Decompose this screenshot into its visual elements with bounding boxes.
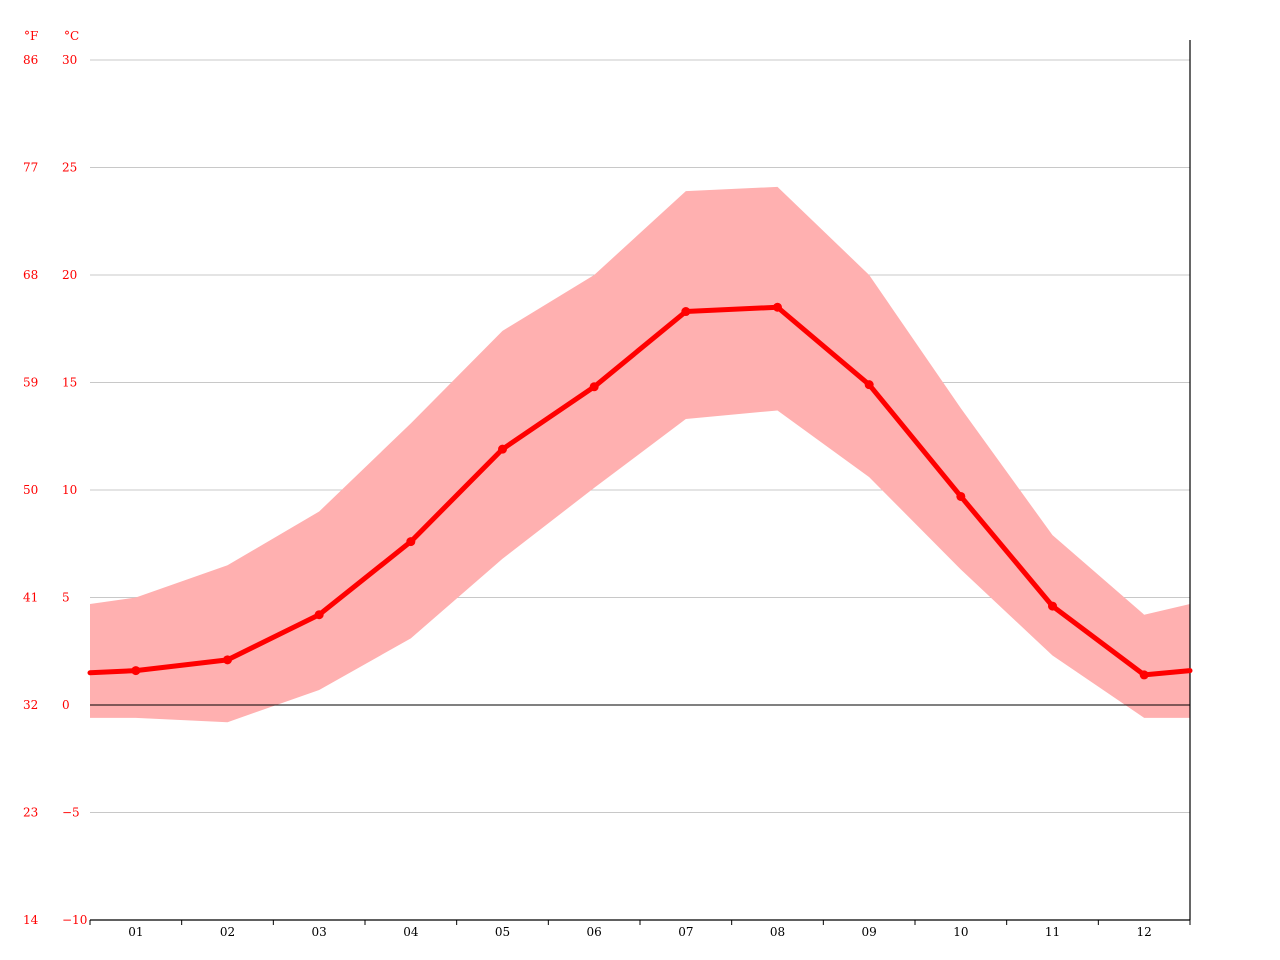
y-tick-label-celsius: 15: [62, 376, 77, 390]
fahrenheit-unit-label: °F: [24, 29, 38, 43]
y-tick-label-celsius: 30: [62, 53, 77, 67]
average-point: [406, 537, 416, 547]
y-tick-label-celsius: 25: [62, 161, 77, 175]
celsius-unit-label: °C: [64, 29, 79, 43]
x-tick-label: 02: [220, 925, 235, 939]
x-tick-label: 04: [403, 925, 419, 939]
x-tick-label: 09: [862, 925, 877, 939]
gridlines: [90, 59, 1190, 921]
average-point: [589, 382, 599, 392]
average-point: [223, 655, 232, 665]
axes: [89, 40, 1191, 925]
x-tick-label: 06: [587, 925, 602, 939]
average-point: [131, 666, 141, 676]
average-point: [498, 444, 507, 454]
y-tick-label-celsius: 20: [62, 268, 77, 282]
axis-labels: °F °C 30862577206815591050541032−523−101…: [23, 29, 1152, 939]
y-tick-label-fahrenheit: 14: [23, 913, 39, 927]
average-line-group: [87, 302, 1193, 680]
average-point: [681, 307, 691, 317]
y-tick-label-celsius: −5: [62, 806, 80, 820]
temperature-range-band-group: [90, 186, 1190, 723]
y-tick-label-celsius: 10: [62, 483, 77, 497]
average-point: [864, 380, 874, 390]
average-temperature-line: [87, 304, 1193, 678]
x-tick-label: 10: [953, 925, 968, 939]
y-tick-label-fahrenheit: 32: [23, 698, 38, 712]
average-point: [956, 491, 966, 501]
y-tick-label-fahrenheit: 23: [23, 806, 38, 820]
y-tick-label-fahrenheit: 86: [23, 53, 38, 67]
y-tick-label-celsius: −10: [62, 913, 87, 927]
x-tick-label: 08: [770, 925, 785, 939]
y-tick-label-celsius: 0: [62, 698, 70, 712]
average-point: [1048, 601, 1057, 611]
x-tick-label: 01: [128, 925, 143, 939]
average-point: [1139, 670, 1149, 680]
average-point: [314, 610, 324, 620]
y-tick-label-celsius: 5: [62, 591, 70, 605]
y-tick-label-fahrenheit: 77: [23, 161, 38, 175]
y-tick-label-fahrenheit: 41: [23, 591, 38, 605]
x-tick-label: 05: [495, 925, 510, 939]
x-tick-label: 07: [678, 925, 693, 939]
y-tick-label-fahrenheit: 50: [23, 483, 38, 497]
y-tick-label-fahrenheit: 59: [23, 376, 38, 390]
average-point: [773, 302, 782, 312]
x-tick-label: 03: [312, 925, 327, 939]
y-tick-label-fahrenheit: 68: [23, 268, 38, 282]
x-tick-label: 11: [1045, 925, 1060, 939]
x-tick-label: 12: [1137, 925, 1152, 939]
temperature-range-band: [90, 186, 1190, 723]
